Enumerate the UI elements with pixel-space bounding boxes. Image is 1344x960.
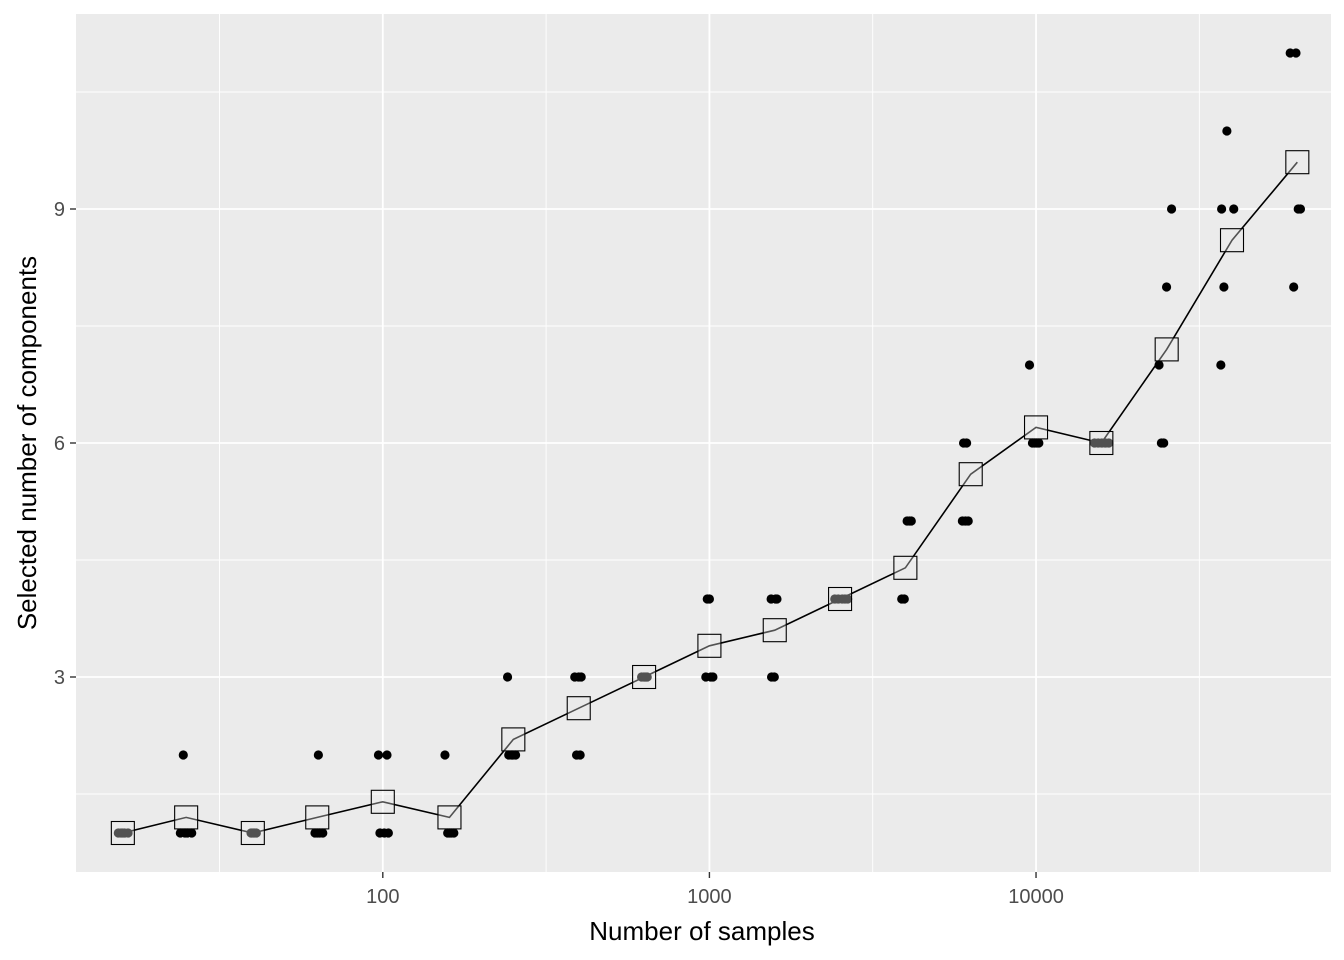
data-point — [178, 750, 188, 760]
data-point — [1034, 438, 1044, 448]
x-tick-label: 10000 — [1008, 886, 1064, 908]
mean-marker — [697, 633, 722, 658]
mean-marker — [893, 555, 918, 580]
mean-line — [122, 161, 1298, 834]
data-point — [440, 750, 450, 760]
mean-marker — [1219, 228, 1245, 253]
data-point — [373, 750, 384, 760]
data-point — [963, 516, 973, 526]
data-layer — [110, 48, 1310, 846]
data-point — [383, 828, 393, 838]
data-point — [771, 594, 781, 604]
data-point — [906, 516, 916, 526]
axes: 100 1000 10000 3 6 9 — [54, 199, 1064, 908]
data-point — [708, 672, 718, 682]
data-point — [1229, 204, 1239, 214]
mean-marker — [437, 805, 462, 830]
data-point — [502, 672, 513, 682]
data-point — [1219, 282, 1229, 292]
mean-marker — [370, 789, 395, 814]
x-tick-label: 100 — [366, 886, 399, 908]
data-point — [1024, 360, 1035, 370]
data-point — [575, 750, 585, 760]
data-point — [1216, 360, 1226, 370]
data-point — [180, 828, 190, 838]
mean-marker — [240, 820, 265, 846]
data-point — [1295, 204, 1306, 214]
data-point — [1291, 48, 1301, 58]
y-tick-label: 3 — [54, 667, 65, 689]
mean-marker — [1089, 430, 1114, 456]
data-point — [899, 594, 909, 604]
mean-marker — [110, 820, 135, 846]
mean-marker — [501, 727, 526, 752]
data-point — [444, 828, 455, 838]
data-point — [704, 594, 715, 604]
data-point — [1222, 126, 1232, 136]
mean-marker — [828, 586, 853, 612]
data-point — [1161, 282, 1172, 292]
data-point — [962, 438, 972, 448]
x-tick-label: 1000 — [687, 886, 732, 908]
data-point — [1217, 204, 1227, 214]
data-point — [1289, 282, 1299, 292]
x-axis-title: Number of samples — [589, 916, 814, 946]
mean-marker — [762, 618, 787, 643]
data-point — [769, 672, 779, 682]
data-point — [1159, 438, 1169, 448]
data-point — [1104, 438, 1114, 448]
y-tick-label: 6 — [54, 433, 65, 455]
y-tick-label: 9 — [54, 199, 65, 221]
mean-marker — [174, 805, 199, 830]
mean-marker — [1023, 415, 1049, 440]
data-point — [312, 828, 322, 838]
y-axis-title: Selected number of components — [12, 256, 42, 630]
data-point — [574, 672, 584, 682]
mean-marker — [1154, 337, 1179, 362]
mean-marker — [958, 462, 983, 487]
mean-marker — [566, 696, 591, 721]
data-point — [313, 750, 323, 760]
mean-marker — [305, 805, 330, 830]
data-point — [187, 828, 197, 838]
data-point — [508, 750, 518, 760]
mean-marker — [632, 664, 657, 690]
mean-marker — [1285, 150, 1310, 175]
data-point — [1166, 204, 1177, 214]
data-point — [382, 750, 392, 760]
